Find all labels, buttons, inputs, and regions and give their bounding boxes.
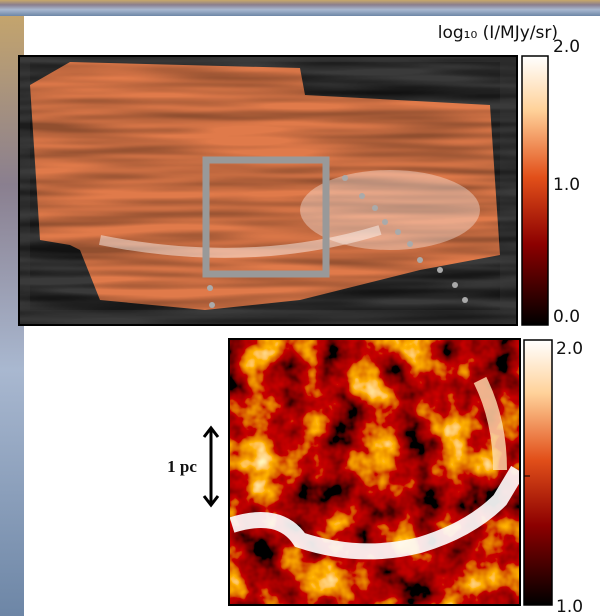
scale-bar-label: 1 pc — [167, 457, 197, 476]
colorbar — [524, 340, 552, 605]
colorbar-tick-label: 1.0 — [553, 175, 580, 195]
top-map — [20, 57, 516, 324]
colorbar-tick-label: 1.0 — [556, 597, 583, 616]
colorbar-tick-label: 0.0 — [553, 307, 580, 327]
colorbar-tick-label: 2.0 — [556, 339, 583, 359]
backdrop-strip — [0, 0, 600, 16]
colorbar-tick-label: 2.0 — [553, 37, 580, 57]
page: log₁₀ (I/MJy/sr) 1 pc 2.01.00.02.01.0 ((… — [0, 0, 600, 616]
colorbar — [522, 56, 548, 325]
figure: log₁₀ (I/MJy/sr) 1 pc 2.0 1.0 0.0 2.0 1.0 — [0, 0, 600, 616]
colorbar-label: log₁₀ (I/MJy/sr) — [438, 23, 558, 43]
bottom-map — [230, 340, 519, 604]
